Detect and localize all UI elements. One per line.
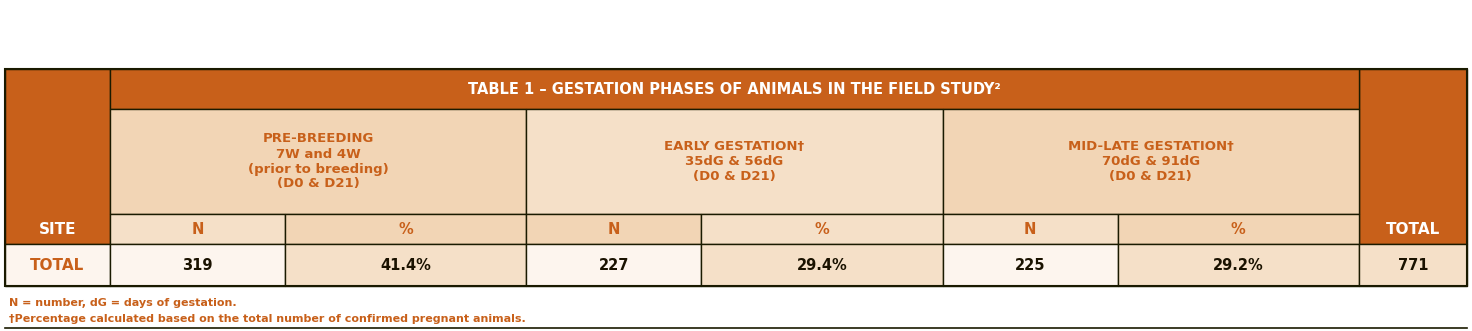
Text: PRE-BREEDING
7W and 4W
(prior to breeding)
(D0 & D21): PRE-BREEDING 7W and 4W (prior to breedin… xyxy=(247,132,389,191)
Bar xyxy=(527,109,942,214)
Text: MID-LATE GESTATION†
70dG & 91dG
(D0 & D21): MID-LATE GESTATION† 70dG & 91dG (D0 & D2… xyxy=(1069,140,1234,183)
Text: 29.4%: 29.4% xyxy=(796,258,848,272)
Text: SITE: SITE xyxy=(38,221,77,237)
Bar xyxy=(4,69,110,244)
Bar xyxy=(942,214,1117,244)
Text: †Percentage calculated based on the total number of confirmed pregnant animals.: †Percentage calculated based on the tota… xyxy=(9,314,526,324)
Bar xyxy=(942,109,1359,214)
Text: 227: 227 xyxy=(599,258,629,272)
Text: N = number, dG = days of gestation.: N = number, dG = days of gestation. xyxy=(9,298,237,308)
Text: 225: 225 xyxy=(1014,258,1045,272)
Bar xyxy=(1359,244,1468,286)
Bar xyxy=(4,244,110,286)
Bar xyxy=(110,214,286,244)
Bar xyxy=(527,244,701,286)
Bar xyxy=(4,69,1468,286)
Text: %: % xyxy=(399,221,414,237)
Text: N: N xyxy=(608,221,620,237)
Bar xyxy=(701,244,942,286)
Bar xyxy=(701,214,942,244)
Text: 319: 319 xyxy=(183,258,212,272)
Text: TABLE 1 – GESTATION PHASES OF ANIMALS IN THE FIELD STUDY²: TABLE 1 – GESTATION PHASES OF ANIMALS IN… xyxy=(468,81,1001,97)
Text: N: N xyxy=(1025,221,1036,237)
Bar xyxy=(1117,244,1359,286)
Text: %: % xyxy=(1231,221,1245,237)
Text: TOTAL: TOTAL xyxy=(31,258,84,272)
Bar xyxy=(110,69,1359,109)
Bar xyxy=(1359,69,1468,244)
Text: 41.4%: 41.4% xyxy=(380,258,431,272)
Bar xyxy=(110,109,527,214)
Bar xyxy=(527,214,701,244)
Text: EARLY GESTATION†
35dG & 56dG
(D0 & D21): EARLY GESTATION† 35dG & 56dG (D0 & D21) xyxy=(664,140,805,183)
Text: TOTAL: TOTAL xyxy=(1385,221,1440,237)
Text: 771: 771 xyxy=(1398,258,1428,272)
Bar xyxy=(286,214,527,244)
Bar xyxy=(110,244,286,286)
Bar xyxy=(1117,214,1359,244)
Bar xyxy=(942,244,1117,286)
Text: N: N xyxy=(191,221,203,237)
Text: 29.2%: 29.2% xyxy=(1213,258,1263,272)
Text: %: % xyxy=(814,221,829,237)
Bar xyxy=(286,244,527,286)
